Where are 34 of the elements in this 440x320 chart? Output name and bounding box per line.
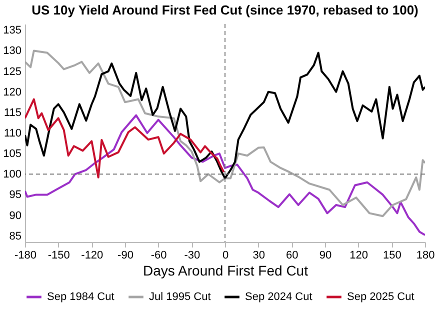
legend-label: Jul 1995 Cut — [149, 291, 211, 303]
line-series — [25, 52, 425, 180]
y-tick-label: 100 — [3, 168, 22, 181]
x-tick-label: 90 — [319, 250, 332, 262]
line-series — [25, 98, 225, 178]
y-tick-label: 110 — [4, 128, 22, 140]
legend-label: Sep 2025 Cut — [347, 291, 414, 303]
x-tick-label: 30 — [252, 250, 265, 262]
x-tick-label: 0 — [222, 250, 229, 262]
x-tick-label: -60 — [150, 250, 167, 262]
legend-label: Sep 1984 Cut — [47, 291, 114, 303]
x-tick-label: 120 — [350, 250, 368, 262]
x-tick-label: 60 — [286, 250, 298, 262]
x-tick-label: -90 — [118, 250, 134, 262]
line-series — [25, 114, 425, 236]
y-tick-label: 135 — [3, 24, 22, 37]
y-tick-label: 90 — [9, 210, 22, 222]
x-axis-title: Days Around First Fed Cut — [143, 262, 308, 278]
y-tick-label: 120 — [3, 86, 22, 98]
y-tick-label: 105 — [3, 148, 22, 160]
y-tick-label: 95 — [9, 189, 22, 202]
x-tick-label: -120 — [81, 250, 104, 262]
legend-label: Sep 2024 Cut — [245, 291, 312, 303]
line-series — [25, 50, 425, 218]
chart-title: US 10y Yield Around First Fed Cut (since 1970, rebased to 100) — [32, 2, 418, 18]
x-tick-label: 150 — [382, 250, 402, 262]
y-tick-label: 130 — [3, 45, 22, 58]
x-tick-label: 180 — [416, 250, 435, 262]
x-tick-label: -180 — [14, 250, 37, 262]
y-tick-label: 115 — [4, 106, 22, 119]
x-tick-label: -150 — [48, 250, 70, 262]
x-tick-label: -30 — [184, 250, 200, 262]
y-tick-label: 85 — [9, 230, 22, 242]
y-tick-label: 125 — [3, 66, 22, 78]
